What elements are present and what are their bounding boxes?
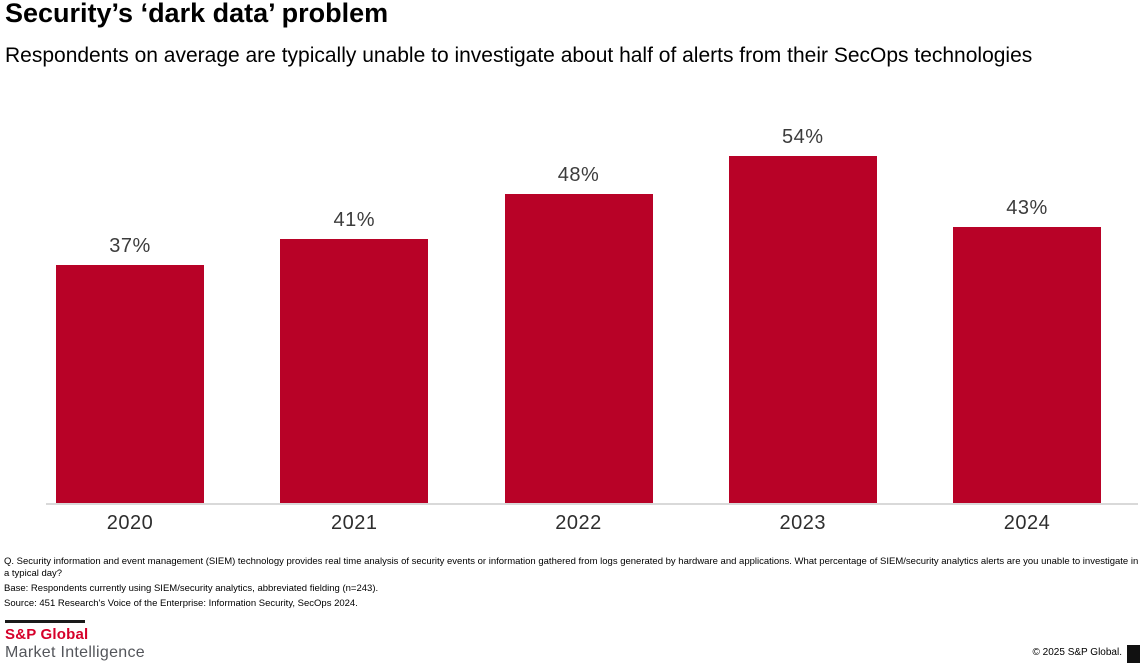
bar-group-2022: 48% [504,164,653,503]
bar-chart: 37% 41% 48% 54% 43% [0,110,1146,503]
plot-area: 37% 41% 48% 54% 43% [0,110,1146,503]
bar-2021 [280,239,429,503]
x-axis-label-2022: 2022 [555,512,602,534]
chart-title: Security’s ‘dark data’ problem [5,0,389,28]
bar-2020 [56,265,204,503]
bar-group-2024: 43% [953,197,1101,503]
bar-2023 [728,156,877,503]
x-axis-labels: 2020 2021 2022 2023 2024 [0,512,1146,535]
bar-value-label-2022: 48% [557,164,600,186]
bar-group-2020: 37% [56,235,204,503]
footnotes: Q. Security information and event manage… [4,556,1144,613]
x-axis-label-2020: 2020 [106,512,154,534]
x-axis-line [46,503,1138,505]
bar-value-label-2023: 54% [781,126,824,148]
black-corner-mark [1127,645,1140,663]
copyright-notice: © 2025 S&P Global. [1032,647,1122,658]
logo-rule [5,620,85,623]
bar-value-label-2020: 37% [109,235,151,257]
x-axis-label-2021: 2021 [331,512,378,534]
bar-value-label-2024: 43% [1006,197,1048,219]
x-axis-label-2024: 2024 [1003,512,1051,534]
bar-2024 [953,227,1101,503]
footnote-source: Source: 451 Research's Voice of the Ente… [4,597,358,609]
footnote-question: Q. Security information and event manage… [4,556,1139,579]
bar-group-2021: 41% [280,209,429,503]
sp-global-logo: S&P Global Market Intelligence [5,620,145,662]
footnote-base: Base: Respondents currently using SIEM/s… [4,582,379,594]
x-axis-label-2023: 2023 [779,512,826,534]
logo-brand-name: S&P Global [5,626,89,643]
bar-value-label-2021: 41% [333,209,376,231]
chart-subtitle: Respondents on average are typically una… [5,44,1033,67]
bar-2022 [504,194,653,503]
bar-group-2023: 54% [728,126,877,503]
logo-division-name: Market Intelligence [5,644,145,661]
